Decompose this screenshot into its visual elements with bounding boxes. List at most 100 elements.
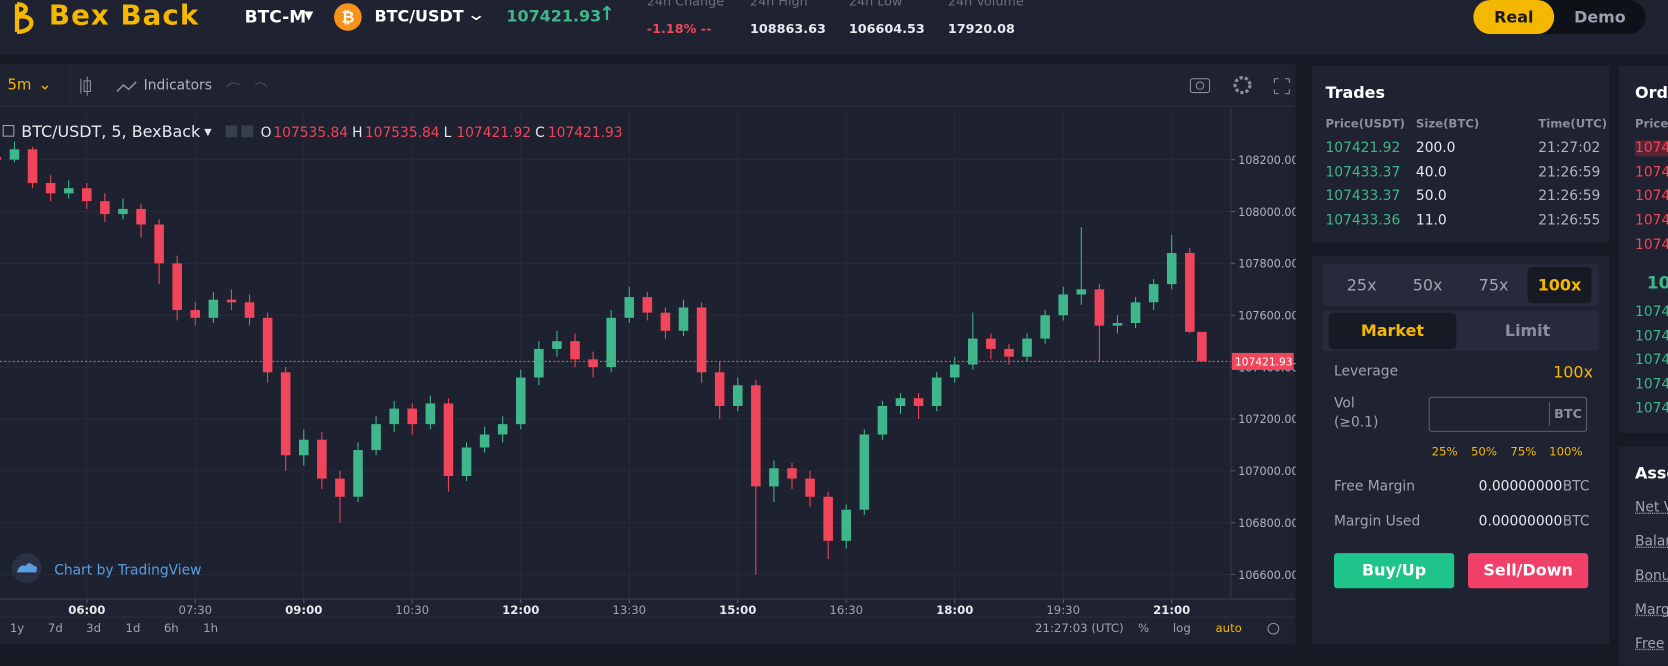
bid-price: 1074 [1635, 376, 1668, 393]
orderbook-title: Orde [1635, 82, 1668, 103]
candle-body [931, 377, 942, 406]
vol-input[interactable] [1428, 396, 1588, 432]
ohlc-label: O [261, 125, 272, 141]
x-tick-label: 21:00 [1153, 603, 1190, 617]
leverage-option[interactable]: 25x [1346, 275, 1377, 295]
trades-column: Time(UTC) [1538, 117, 1608, 131]
percent-option[interactable]: 100% [1549, 444, 1583, 459]
candle-body [805, 478, 815, 497]
asset-label: Bonu [1635, 568, 1668, 585]
candle-body [63, 188, 74, 194]
type-market[interactable]: Market [1328, 312, 1457, 349]
candle-body [479, 434, 490, 448]
candle-body [172, 263, 182, 311]
percent-option[interactable]: 50% [1470, 444, 1497, 459]
market-select[interactable]: BTC-M [244, 6, 307, 27]
stat-label: 24h Volume [947, 0, 1024, 9]
candle-body [714, 372, 725, 406]
y-tick-label: 108000.00 [1238, 206, 1295, 219]
svg-text:₿: ₿ [341, 7, 354, 26]
assets-panel [1619, 446, 1668, 666]
undo-redo[interactable] [226, 82, 268, 88]
percent-option[interactable]: 75% [1510, 444, 1537, 459]
pair-select[interactable]: BTC/USDT [374, 6, 464, 26]
footer-settings[interactable] [1267, 622, 1280, 635]
scale-option[interactable]: auto [1215, 621, 1242, 636]
trade-cell: 21:26:59 [1538, 188, 1601, 205]
candle-body [1197, 331, 1207, 362]
trades-panel [1311, 65, 1610, 243]
x-tick-label: 16:30 [829, 603, 863, 617]
y-tick-label: 107800.00 [1238, 258, 1295, 271]
x-tick-label: 15:00 [719, 603, 756, 617]
chart-type-icon[interactable] [80, 76, 91, 96]
candle-body [1076, 289, 1087, 295]
candle-body [823, 496, 833, 541]
candle-body [118, 208, 128, 215]
collapse-legend[interactable] [2, 124, 15, 137]
scale-option[interactable]: % [1137, 621, 1150, 636]
candle-body [0, 157, 2, 160]
candle-body [552, 341, 562, 349]
interval-select[interactable]: 5m [7, 76, 32, 94]
leverage-option[interactable]: 100x [1527, 267, 1592, 304]
interval-caret: ⌄ [38, 74, 52, 94]
candle-body [1004, 348, 1014, 357]
candle-body [570, 341, 580, 360]
range-button[interactable]: 1d [125, 621, 141, 636]
range-button[interactable]: 6h [163, 621, 179, 636]
candle-body [588, 359, 598, 368]
bid-price: 1074 [1635, 328, 1668, 345]
candle-body [371, 424, 381, 451]
trade-cell: 107433.37 [1325, 188, 1401, 205]
candle-body [389, 408, 399, 425]
x-tick-label: 18:00 [936, 603, 973, 617]
range-button[interactable]: 1y [9, 621, 25, 636]
range-button[interactable]: 7d [47, 621, 63, 636]
screenshot-button[interactable] [1189, 78, 1211, 94]
range-button[interactable]: 1h [203, 621, 219, 636]
candle-body [841, 509, 852, 541]
price-arrow: ↑ [598, 3, 615, 26]
settings-button[interactable] [1233, 76, 1252, 95]
stat-value: 106604.53 [848, 21, 925, 37]
trade-cell: 21:27:02 [1538, 140, 1601, 157]
y-tick-label: 106600.00 [1238, 569, 1295, 582]
stat-label: 24h High [749, 0, 808, 9]
indicators-button[interactable]: Indicators [143, 77, 212, 94]
asset-label: Balan [1635, 534, 1668, 550]
candle-body [100, 201, 110, 215]
mode-demo[interactable]: Demo [1574, 7, 1626, 27]
ohlc-label: H [352, 125, 362, 141]
range-button[interactable]: 3d [86, 621, 102, 636]
candle-body [624, 297, 635, 318]
price-label-box [1231, 352, 1294, 370]
y-tick-label: 107000.00 [1238, 465, 1295, 478]
candle-body [82, 188, 92, 202]
scale-option[interactable]: log [1172, 621, 1191, 636]
candle-body [895, 398, 906, 406]
stat-value: 17920.08 [947, 21, 1015, 37]
x-tick-label: 19:30 [1046, 603, 1080, 617]
buy-button[interactable]: Buy/Up [1333, 553, 1455, 589]
fullscreen-button[interactable] [1273, 78, 1290, 95]
asset-label: Marg [1635, 602, 1668, 619]
mode-real[interactable]: Real [1473, 0, 1555, 35]
indicators-icon[interactable] [116, 81, 137, 93]
sell-button[interactable]: Sell/Down [1468, 553, 1589, 589]
ask-price: 1074 [1635, 164, 1668, 181]
candle-body [1166, 253, 1177, 285]
type-limit[interactable]: Limit [1504, 321, 1551, 341]
leverage-option[interactable]: 50x [1412, 275, 1443, 295]
trades-column: Price(USDT) [1325, 117, 1406, 131]
chart: 106600.00 106800.00 107000.00 107200.00 1074… [0, 63, 1296, 635]
last-price: 107421.93 [506, 6, 602, 26]
percent-option[interactable]: 25% [1431, 444, 1458, 459]
candle-body [606, 317, 616, 368]
candle-body [244, 302, 255, 318]
stat-value: 108863.63 [749, 21, 826, 37]
candle-body [787, 468, 797, 479]
leverage-option[interactable]: 75x [1478, 275, 1509, 295]
trade-cell: 11.0 [1415, 212, 1447, 229]
